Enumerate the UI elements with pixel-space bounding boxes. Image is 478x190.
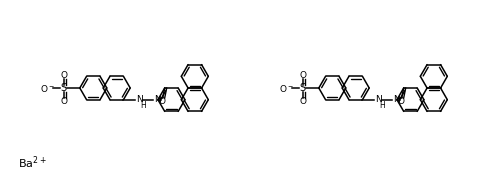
Text: N: N <box>136 95 143 104</box>
Text: O: O <box>397 97 404 107</box>
Text: O: O <box>299 70 306 79</box>
Text: S: S <box>300 83 306 93</box>
Text: S: S <box>61 83 67 93</box>
Text: N: N <box>375 95 382 104</box>
Text: O$^-$: O$^-$ <box>279 82 294 93</box>
Text: N: N <box>154 95 161 104</box>
Text: Ba$^{2+}$: Ba$^{2+}$ <box>18 155 47 171</box>
Text: O$^-$: O$^-$ <box>40 82 55 93</box>
Text: H: H <box>141 101 146 110</box>
Text: H: H <box>380 101 385 110</box>
Text: O: O <box>60 70 67 79</box>
Text: O: O <box>299 97 306 105</box>
Text: O: O <box>60 97 67 105</box>
Text: O: O <box>158 97 165 107</box>
Text: N: N <box>393 95 400 104</box>
